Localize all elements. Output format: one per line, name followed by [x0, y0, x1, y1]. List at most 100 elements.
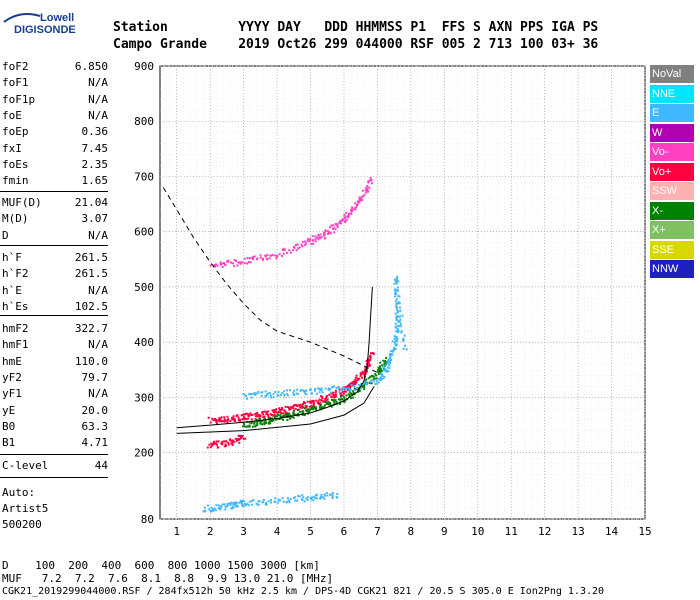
- data-point: [338, 390, 341, 393]
- data-point: [249, 412, 252, 415]
- data-point: [379, 361, 382, 364]
- data-point: [304, 240, 307, 243]
- parameter-label: foEp: [2, 125, 29, 139]
- data-point: [363, 193, 366, 196]
- data-point: [300, 243, 303, 246]
- data-point: [292, 416, 295, 419]
- data-point: [376, 370, 379, 373]
- data-point: [266, 254, 269, 257]
- data-point: [239, 419, 242, 422]
- data-point: [385, 370, 388, 373]
- data-point: [215, 421, 218, 424]
- data-point: [290, 416, 293, 419]
- data-point: [320, 399, 323, 402]
- data-point: [256, 392, 259, 395]
- data-point: [283, 248, 286, 251]
- data-point: [239, 262, 242, 265]
- data-point: [242, 413, 245, 416]
- data-point: [398, 325, 401, 328]
- data-point: [276, 501, 279, 504]
- data-point: [402, 339, 405, 342]
- data-point: [330, 398, 333, 401]
- data-point: [327, 402, 330, 405]
- data-point: [234, 502, 237, 505]
- data-point: [395, 335, 398, 338]
- parameter-label: h`F2: [2, 267, 29, 281]
- data-point: [244, 413, 247, 416]
- data-point: [330, 396, 333, 399]
- data-point: [299, 389, 302, 392]
- data-point: [395, 340, 398, 343]
- data-point: [344, 390, 347, 393]
- data-point: [347, 384, 350, 387]
- data-point: [382, 366, 385, 369]
- data-point: [363, 371, 366, 374]
- separator: [0, 315, 108, 316]
- data-point: [204, 510, 207, 513]
- data-point: [215, 422, 218, 425]
- data-point: [352, 390, 355, 393]
- data-point: [295, 403, 298, 406]
- data-point: [292, 496, 295, 499]
- data-point: [334, 395, 337, 398]
- data-point: [405, 348, 408, 351]
- data-point: [267, 415, 270, 418]
- data-point: [230, 501, 233, 504]
- data-point: [302, 496, 305, 499]
- data-point: [261, 423, 264, 426]
- data-point: [379, 370, 382, 373]
- data-point: [322, 231, 325, 234]
- parameter-row: foEp 0.36: [2, 125, 108, 141]
- data-point: [278, 498, 281, 501]
- data-point: [344, 220, 347, 223]
- data-point: [324, 401, 327, 404]
- data-point: [337, 387, 340, 390]
- data-point: [214, 508, 217, 511]
- data-point: [240, 434, 243, 437]
- data-point: [287, 394, 290, 397]
- data-point: [319, 395, 322, 398]
- data-point: [363, 384, 366, 387]
- data-point: [219, 508, 222, 511]
- parameter-row: hmF1 N/A: [2, 338, 108, 354]
- data-point: [319, 236, 322, 239]
- parameter-value: 44: [94, 459, 108, 472]
- data-point: [400, 330, 403, 333]
- data-point: [286, 389, 289, 392]
- data-point: [340, 222, 343, 225]
- data-point: [243, 257, 246, 260]
- data-point: [249, 261, 252, 264]
- data-point: [307, 410, 310, 413]
- x-tick-label: 5: [307, 525, 314, 538]
- data-point: [246, 262, 249, 265]
- y-tick-label: 200: [134, 447, 154, 460]
- data-point: [241, 435, 244, 438]
- data-point: [363, 372, 366, 375]
- data-point: [399, 315, 402, 318]
- autoscaling-label: Auto:: [2, 486, 36, 499]
- data-point: [256, 413, 259, 416]
- data-point: [248, 257, 251, 260]
- data-point: [216, 419, 219, 422]
- parameter-value: 63.3: [81, 419, 109, 433]
- data-point: [301, 494, 304, 497]
- data-point: [402, 347, 405, 350]
- data-point: [223, 416, 226, 419]
- data-point: [264, 417, 267, 420]
- data-point: [279, 411, 282, 414]
- data-point: [311, 235, 314, 238]
- data-point: [237, 438, 240, 441]
- data-point: [374, 383, 377, 386]
- parameter-row: MUF(D) 21.04: [2, 196, 108, 212]
- data-point: [352, 380, 355, 383]
- data-point: [210, 510, 213, 513]
- data-point: [367, 181, 370, 184]
- data-point: [336, 225, 339, 228]
- x-tick-label: 3: [240, 525, 247, 538]
- distance-row: D 100 200 400 600 800 1000 1500 3000 [km…: [2, 559, 320, 572]
- data-point: [268, 421, 271, 424]
- data-point: [279, 393, 282, 396]
- data-point: [393, 282, 396, 285]
- data-point: [218, 418, 221, 421]
- autoscaling-version: 500200: [2, 518, 42, 531]
